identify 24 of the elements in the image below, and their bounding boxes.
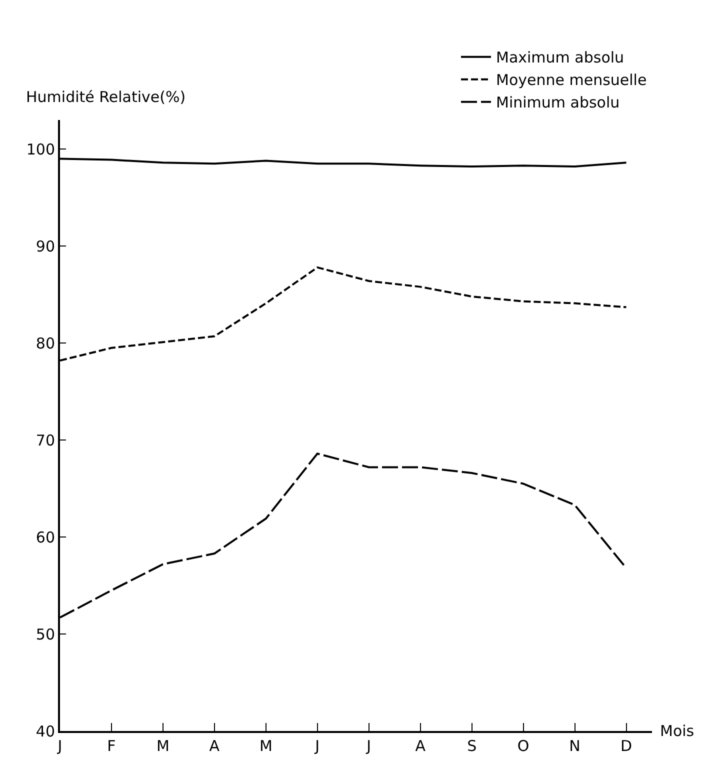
y-tick-label: 50: [36, 625, 55, 644]
x-tick-label: J: [366, 737, 372, 755]
y-tick-label: 60: [36, 528, 55, 546]
x-axis-title: Mois: [660, 722, 694, 740]
x-tick-label: J: [314, 737, 320, 755]
y-tick-label: 40: [36, 722, 55, 740]
x-tick-label: N: [569, 737, 580, 755]
y-tick-label: 100: [26, 140, 55, 158]
x-tick-label: O: [517, 737, 530, 755]
legend-label: Minimum absolu: [496, 94, 620, 112]
y-tick-label: 80: [36, 334, 55, 352]
x-tick-label: J: [56, 737, 62, 755]
x-tick-label: D: [620, 737, 632, 755]
x-tick-label: M: [156, 737, 170, 755]
legend-label: Moyenne mensuelle: [496, 71, 647, 90]
x-tick-label: S: [467, 737, 477, 755]
x-tick-label: F: [107, 737, 116, 755]
y-tick-label: 90: [36, 237, 55, 256]
x-tick-label: A: [209, 737, 220, 755]
x-tick-label: A: [415, 737, 426, 755]
legend-label: Maximum absolu: [496, 48, 624, 67]
y-tick-label: 70: [36, 431, 55, 450]
x-tick-label: M: [259, 737, 272, 755]
y-axis-title: Humidité Relative(%): [26, 88, 186, 106]
